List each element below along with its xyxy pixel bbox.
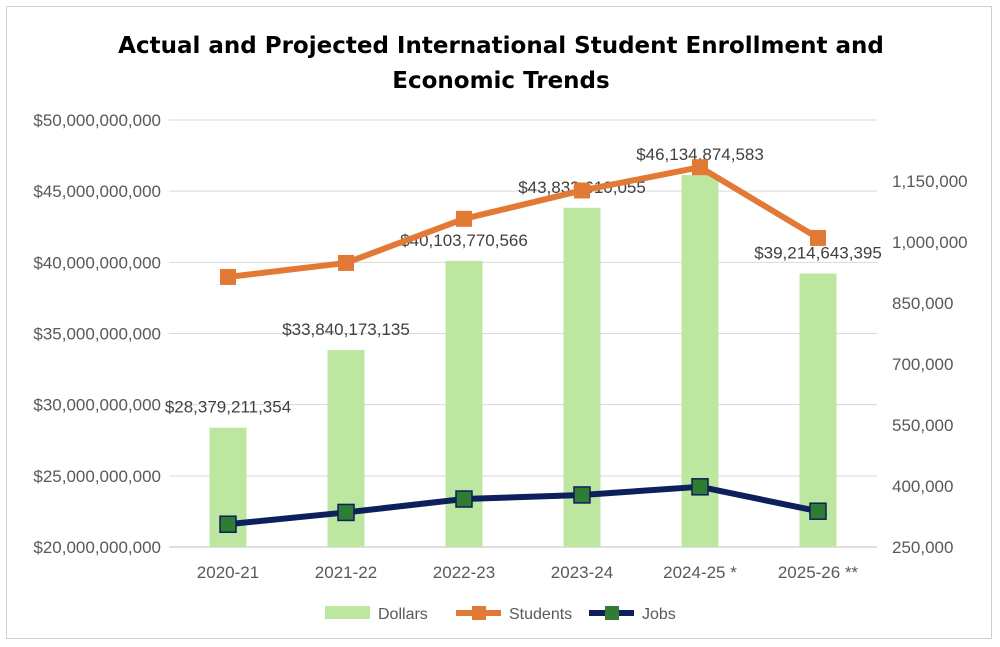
secondary-tick-label: 1,000,000: [892, 233, 968, 252]
primary-tick-label: $50,000,000,000: [33, 111, 161, 130]
jobs-marker: [691, 478, 709, 496]
secondary-tick-label: 550,000: [892, 416, 953, 435]
dollars-data-label: $28,379,211,354: [165, 398, 291, 417]
dollars-data-label: $39,214,643,395: [754, 244, 882, 263]
primary-tick-label: $45,000,000,000: [33, 182, 161, 201]
legend-dollars-swatch: [325, 606, 370, 619]
jobs-marker: [455, 490, 473, 508]
students-marker: [810, 229, 826, 246]
dollars-data-labels: $28,379,211,354 $33,840,173,135 $40,103,77…: [165, 145, 882, 417]
chart-title: Actual and Projected International Stude…: [118, 33, 884, 94]
jobs-marker: [573, 486, 591, 504]
students-marker: [574, 182, 590, 199]
secondary-tick-label: 1,150,000: [892, 172, 968, 191]
category-tick-label: 2023-24: [551, 563, 613, 582]
category-tick-label: 2025-26 **: [778, 563, 859, 582]
students-marker: [456, 210, 472, 227]
secondary-axis-ticks: 250,000 400,000 550,000 700,000 850,000 1,000…: [892, 172, 968, 557]
category-axis-ticks: 2020-21 2021-22 2022-23 2023-24 2024-25 * 202…: [197, 563, 859, 582]
category-tick-label: 2020-21: [197, 563, 259, 582]
jobs-marker: [337, 503, 355, 522]
dollars-data-label: $46,134,874,583: [636, 145, 764, 164]
students-marker: [338, 254, 354, 271]
primary-tick-label: $20,000,000,000: [33, 538, 161, 557]
primary-tick-label: $40,000,000,000: [33, 253, 161, 272]
line-series: [219, 159, 827, 533]
dollars-data-label: $33,840,173,135: [282, 320, 410, 339]
gridlines: [169, 119, 877, 548]
secondary-tick-label: 250,000: [892, 538, 953, 557]
legend-students-swatch-marker: [472, 606, 486, 620]
dollars-bar: [799, 273, 837, 547]
chart-frame: Actual and Projected International Stude…: [6, 6, 992, 639]
chart-svg: Actual and Projected International Stude…: [33, 33, 968, 623]
legend-students-label: Students: [509, 606, 572, 623]
secondary-tick-label: 400,000: [892, 477, 953, 496]
students-line: [227, 164, 820, 280]
primary-tick-label: $25,000,000,000: [33, 467, 161, 486]
category-tick-label: 2024-25 *: [663, 563, 737, 582]
category-tick-label: 2022-23: [433, 563, 495, 582]
students-marker: [692, 159, 708, 176]
secondary-tick-label: 700,000: [892, 355, 953, 374]
jobs-line: [227, 483, 819, 528]
legend-jobs-swatch-marker: [605, 606, 619, 620]
primary-axis-ticks: $20,000,000,000 $25,000,000,000 $30,000,00…: [33, 111, 161, 557]
jobs-marker: [809, 502, 827, 520]
primary-tick-label: $35,000,000,000: [33, 325, 161, 344]
chart-title-line-1: Actual and Projected International Stude…: [118, 33, 884, 59]
legend-dollars-label: Dollars: [378, 606, 428, 623]
chart-title-line-2: Economic Trends: [392, 68, 609, 94]
category-tick-label: 2021-22: [315, 563, 377, 582]
jobs-marker: [219, 515, 237, 533]
primary-tick-label: $30,000,000,000: [33, 396, 161, 415]
dollars-data-label: $40,103,770,566: [400, 231, 528, 250]
secondary-tick-label: 850,000: [892, 294, 953, 313]
legend-jobs-label: Jobs: [642, 606, 676, 623]
students-marker: [220, 268, 236, 285]
legend: Dollars Students Jobs: [325, 606, 676, 623]
